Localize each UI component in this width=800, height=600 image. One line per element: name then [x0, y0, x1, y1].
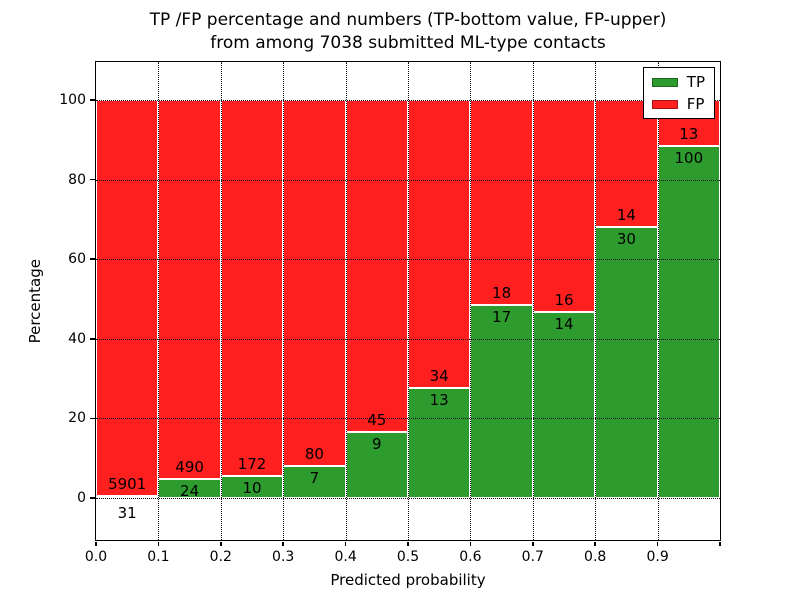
- y-axis-tick: [90, 99, 95, 101]
- x-tick-label: 0.9: [646, 549, 669, 565]
- x-axis-tick: [282, 541, 284, 546]
- legend-swatch-tp: [651, 77, 678, 87]
- fp-count-label: 45: [367, 410, 387, 429]
- y-axis-tick: [90, 338, 95, 340]
- y-tick-label: 20: [68, 410, 86, 427]
- y-tick-label: 40: [68, 330, 86, 347]
- legend: TP FP: [642, 67, 715, 119]
- tp-count-label: 7: [309, 468, 320, 487]
- y-axis-label-wrap: Percentage: [24, 62, 46, 540]
- fp-count-label: 34: [429, 366, 449, 385]
- bar-segment-tp: [283, 465, 346, 498]
- fp-count-label: 14: [616, 205, 636, 224]
- gridline-vertical: [408, 62, 409, 540]
- tp-count-label: 14: [554, 315, 574, 334]
- gridline-vertical: [657, 62, 659, 540]
- tp-count-label: 100: [674, 148, 704, 167]
- y-tick-label: 100: [59, 92, 86, 108]
- legend-label: TP: [686, 73, 705, 91]
- fp-count-label: 5901: [108, 474, 147, 493]
- gridline-horizontal: [96, 498, 720, 499]
- x-axis-tick: [407, 541, 409, 546]
- y-axis-tick: [90, 178, 95, 181]
- bar-segment-tp: [96, 495, 159, 498]
- fp-count-label: 18: [492, 283, 512, 302]
- bar-segment-fp: [283, 100, 346, 466]
- y-axis-tick: [90, 258, 95, 260]
- bar-segment-fp: [220, 100, 284, 477]
- gridline-vertical: [470, 62, 472, 540]
- x-axis-label: Predicted probability: [330, 571, 486, 589]
- tp-count-label: 9: [372, 434, 382, 453]
- x-tick-label: 0.8: [584, 549, 607, 565]
- fp-count-label: 16: [554, 291, 574, 310]
- bar-segment-tp: [657, 145, 720, 498]
- bar-segment-tp: [532, 312, 596, 498]
- bar-segment-fp: [470, 100, 533, 305]
- x-tick-label: 0.5: [396, 549, 420, 565]
- legend-swatch-fp: [651, 99, 678, 109]
- tp-count-label: 10: [242, 479, 262, 498]
- x-axis-tick: [656, 541, 659, 546]
- plot-area: TP FP 5901 31 490 24 172 10 80 7 45 9 34 13 18 17 16 14 1…: [90, 60, 721, 546]
- gridline-vertical: [158, 62, 160, 540]
- x-axis-tick: [157, 541, 160, 546]
- gridline-horizontal: [96, 259, 720, 261]
- bar-segment-tp: [595, 226, 658, 498]
- x-axis-tick: [95, 541, 97, 546]
- tp-count-label: 30: [616, 229, 636, 248]
- legend-item-fp: FP: [651, 95, 705, 113]
- fp-count-label: 172: [237, 455, 267, 474]
- y-tick-label: 80: [68, 171, 86, 188]
- gridline-vertical: [345, 62, 347, 540]
- legend-item-tp: TP: [651, 73, 705, 91]
- x-tick-label: 0.0: [84, 549, 108, 565]
- x-axis-tick: [220, 541, 222, 546]
- x-axis-tick: [719, 541, 721, 546]
- gridline-vertical: [532, 62, 534, 540]
- bar-segment-fp: [96, 100, 159, 496]
- x-axis-tick: [594, 541, 596, 546]
- bar-segment-fp: [158, 100, 221, 480]
- tp-count-label: 24: [180, 482, 200, 501]
- gridline-vertical: [220, 62, 222, 540]
- tp-count-label: 31: [117, 504, 137, 522]
- gridline-horizontal: [96, 418, 720, 420]
- bar-segment-tp: [470, 304, 533, 498]
- gridline-vertical: [283, 62, 285, 540]
- x-axis-tick: [469, 541, 472, 546]
- x-tick-label: 0.4: [334, 549, 357, 565]
- y-axis-tick: [90, 417, 95, 420]
- x-tick-label: 0.6: [459, 549, 482, 565]
- chart-title: TP /FP percentage and numbers (TP-bottom…: [96, 9, 720, 55]
- y-tick-label: 60: [68, 251, 86, 268]
- y-axis-tick: [90, 497, 95, 499]
- tp-count-label: 17: [492, 307, 512, 326]
- chart-title-line1: TP /FP percentage and numbers (TP-bottom…: [149, 10, 667, 30]
- tp-count-label: 13: [429, 390, 449, 409]
- y-tick-label: 0: [77, 490, 86, 506]
- x-axis-tick: [344, 541, 347, 546]
- bar-segment-fp: [408, 100, 471, 388]
- gridline-horizontal: [96, 338, 720, 340]
- x-tick-label: 0.2: [209, 549, 232, 565]
- fp-count-label: 490: [175, 458, 204, 477]
- bar-segment-fp: [532, 100, 596, 313]
- fp-count-label: 13: [679, 124, 699, 143]
- gridline-horizontal: [96, 179, 720, 181]
- legend-label: FP: [686, 95, 705, 113]
- x-tick-label: 0.1: [147, 549, 170, 565]
- fp-count-label: 80: [304, 444, 324, 463]
- x-tick-label: 0.3: [272, 549, 295, 565]
- gridline-vertical: [595, 62, 597, 540]
- bar-segment-fp: [345, 100, 408, 432]
- x-tick-label: 0.7: [521, 549, 544, 565]
- chart-title-line2: from among 7038 submitted ML-type contac…: [210, 33, 606, 53]
- gridline-horizontal: [96, 100, 720, 101]
- x-axis-tick: [532, 541, 534, 546]
